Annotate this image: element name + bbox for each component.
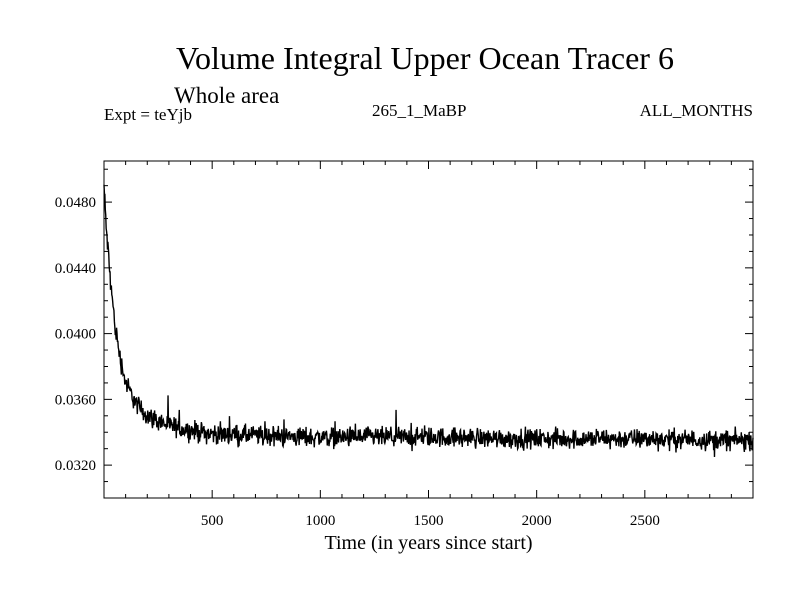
experiment-label: Expt = teYjb — [104, 105, 192, 124]
x-tick-label: 1000 — [305, 513, 335, 529]
x-tick-label: 2000 — [522, 513, 552, 529]
x-tick-label: 500 — [201, 513, 224, 529]
axis-tick-labels: 500 1000 1500 2000 2500 0.0320 0.0360 0.0400 0.0… — [55, 195, 660, 529]
y-tick-label: 0.0480 — [55, 195, 96, 211]
x-tick-label: 1500 — [414, 513, 444, 529]
y-tick-label: 0.0320 — [55, 458, 96, 474]
y-tick-label: 0.0400 — [55, 327, 96, 343]
x-tick-label: 2500 — [630, 513, 660, 529]
run-label: 265_1_MaBP — [372, 101, 467, 120]
chart-subtitle: Whole area — [174, 83, 280, 108]
period-label: ALL_MONTHS — [639, 101, 753, 120]
y-tick-label: 0.0440 — [55, 261, 96, 277]
axis-ticks — [104, 161, 753, 498]
plot-frame — [103, 160, 754, 499]
x-axis-label: Time (in years since start) — [324, 532, 533, 554]
series-line-tracer-6 — [103, 184, 754, 457]
chart-title: Volume Integral Upper Ocean Tracer 6 — [176, 40, 674, 76]
y-tick-label: 0.0360 — [55, 392, 96, 408]
